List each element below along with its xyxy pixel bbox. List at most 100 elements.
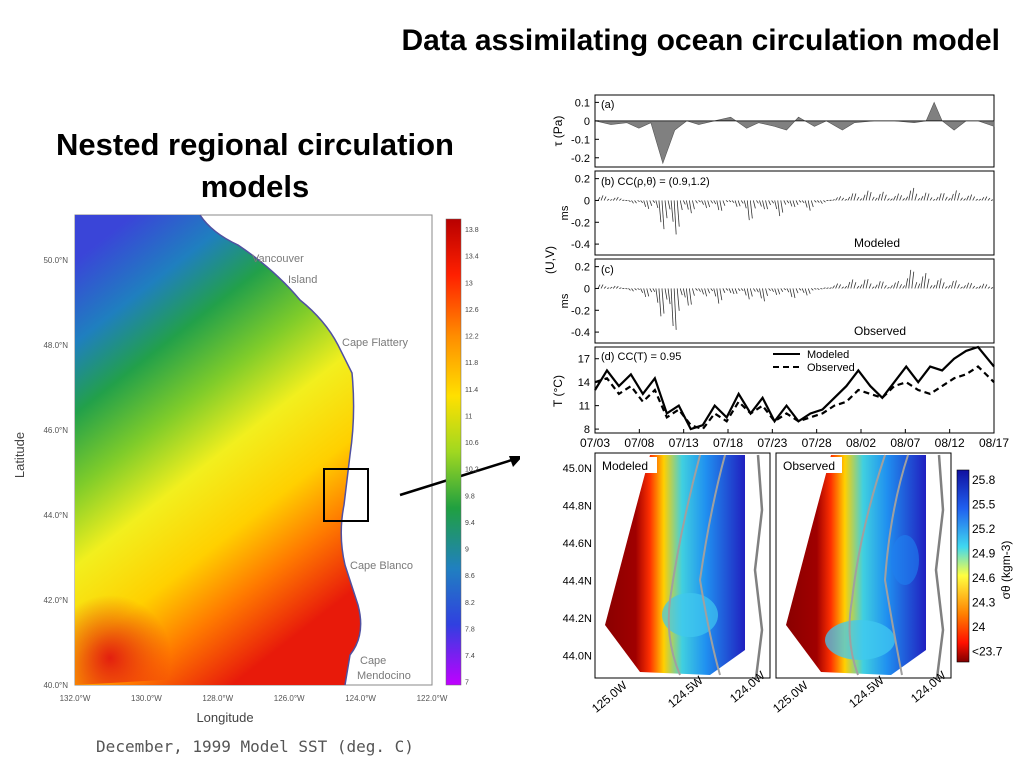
velocity-stick [902, 198, 905, 201]
velocity-stick [963, 198, 966, 201]
velocity-stick [844, 285, 848, 289]
velocity-stick [780, 288, 784, 292]
map-colorbar-tick: 13 [465, 280, 473, 287]
velocity-stick [646, 288, 650, 297]
map-lon-tick: 128.0°W [202, 694, 233, 703]
panel-label: (b) CC(ρ,θ) = (0.9,1.2) [601, 176, 710, 188]
velocity-stick [628, 288, 631, 291]
velocity-stick [640, 288, 644, 294]
velocity-stick [814, 200, 817, 203]
map-colorbar-tick: 13.8 [465, 227, 479, 234]
velocity-stick [951, 193, 954, 201]
velocity-stick [661, 200, 665, 230]
velocity-stick [917, 283, 921, 289]
velocity-stick [880, 191, 884, 201]
velocity-stick [804, 200, 808, 208]
velocity-stick [759, 288, 762, 299]
x-tick-label: 08/17 [979, 436, 1009, 450]
velocity-stick [631, 200, 634, 204]
velocity-stick [740, 200, 744, 204]
velocity-stick [844, 198, 847, 201]
velocity-stick [628, 200, 631, 202]
velocity-stick [664, 288, 668, 300]
map-place-labels: Vancouver Island Cape Flattery Cape Blanco C… [252, 253, 413, 682]
velocity-stick [728, 288, 732, 294]
map-lon-tick: 126.0°W [274, 694, 305, 703]
velocity-stick [810, 288, 814, 291]
velocity-stick [823, 200, 826, 203]
velocity-stick [868, 283, 872, 289]
velocity-stick [768, 288, 771, 292]
velocity-stick [749, 288, 753, 297]
velocity-stick [783, 200, 787, 205]
panel-label: (d) CC(T) = 0.95 [601, 351, 681, 363]
velocity-stick [682, 288, 686, 298]
velocity-stick [911, 271, 915, 289]
velocity-stick [698, 288, 701, 292]
velocity-stick [847, 281, 851, 289]
velocity-stick [938, 193, 942, 201]
y-tick-label: 0 [584, 195, 590, 207]
velocity-stick [887, 198, 890, 201]
velocity-stick [792, 200, 796, 208]
velocity-stick [932, 284, 936, 289]
map-xlabel: Longitude [196, 710, 253, 725]
velocity-stick [835, 197, 838, 201]
temp-line-modeled [594, 345, 995, 431]
velocity-stick [807, 200, 811, 211]
velocity-stick [929, 285, 933, 289]
density-colorbar [956, 469, 970, 663]
velocity-stick [619, 287, 622, 289]
velocity-stick [631, 288, 634, 292]
velocity-stick [685, 200, 689, 210]
velocity-stick [978, 198, 982, 201]
velocity-stick [713, 200, 717, 205]
y-tick-label: 8 [584, 424, 590, 436]
velocity-stick [777, 200, 781, 217]
map-colorbar-tick: 9 [465, 547, 469, 554]
velocity-stick [765, 200, 768, 210]
velocity-stick [637, 200, 640, 203]
velocity-stick [853, 193, 857, 201]
velocity-stick [610, 199, 613, 201]
velocity-stick [801, 288, 805, 294]
zoom-box [323, 468, 369, 522]
velocity-stick [670, 200, 674, 222]
velocity-stick [762, 200, 765, 210]
velocity-stick [905, 278, 909, 289]
velocity-stick [603, 196, 607, 201]
velocity-stick [661, 288, 665, 314]
panel-c-observed-velocity: 0.2 0 -0.2 -0.4 (c) Observed ms [559, 262, 994, 339]
velocity-stick [972, 285, 976, 289]
velocity-stick [896, 280, 899, 289]
velocity-stick [676, 200, 680, 227]
svg-text:(U,V): (U,V) [543, 246, 557, 274]
slide-title: Data assimilating ocean circulation mode… [401, 24, 1000, 57]
velocity-stick [832, 199, 835, 201]
velocity-stick [877, 281, 881, 289]
velocity-stick [969, 194, 973, 201]
velocity-stick [862, 279, 866, 289]
stress-area [594, 101, 995, 165]
velocity-stick [874, 284, 878, 289]
velocity-stick [695, 200, 698, 204]
velocity-stick [820, 200, 823, 204]
velocity-stick [682, 200, 686, 205]
density-maps-figure: Modeled Observed 45.0N 44.8N 44.6N 44.4N 44.… [563, 452, 1013, 716]
velocity-stick [658, 288, 662, 317]
velocity-stick [972, 196, 976, 201]
velocity-stick [951, 280, 954, 289]
x-tick-label: 07/18 [713, 436, 743, 450]
velocity-stick [877, 193, 881, 201]
velocity-stick [914, 193, 918, 201]
velocity-stick [786, 288, 790, 293]
y-tick-label: -0.2 [571, 153, 590, 165]
velocity-stick [966, 282, 970, 289]
velocity-stick [908, 269, 912, 289]
velocity-stick [597, 284, 601, 289]
velocity-stick [737, 288, 741, 292]
velocity-stick [737, 200, 741, 207]
velocity-stick [716, 200, 720, 211]
density-colorbar-tick: 25.8 [972, 473, 996, 487]
panel-ylabel: ms [559, 205, 571, 220]
